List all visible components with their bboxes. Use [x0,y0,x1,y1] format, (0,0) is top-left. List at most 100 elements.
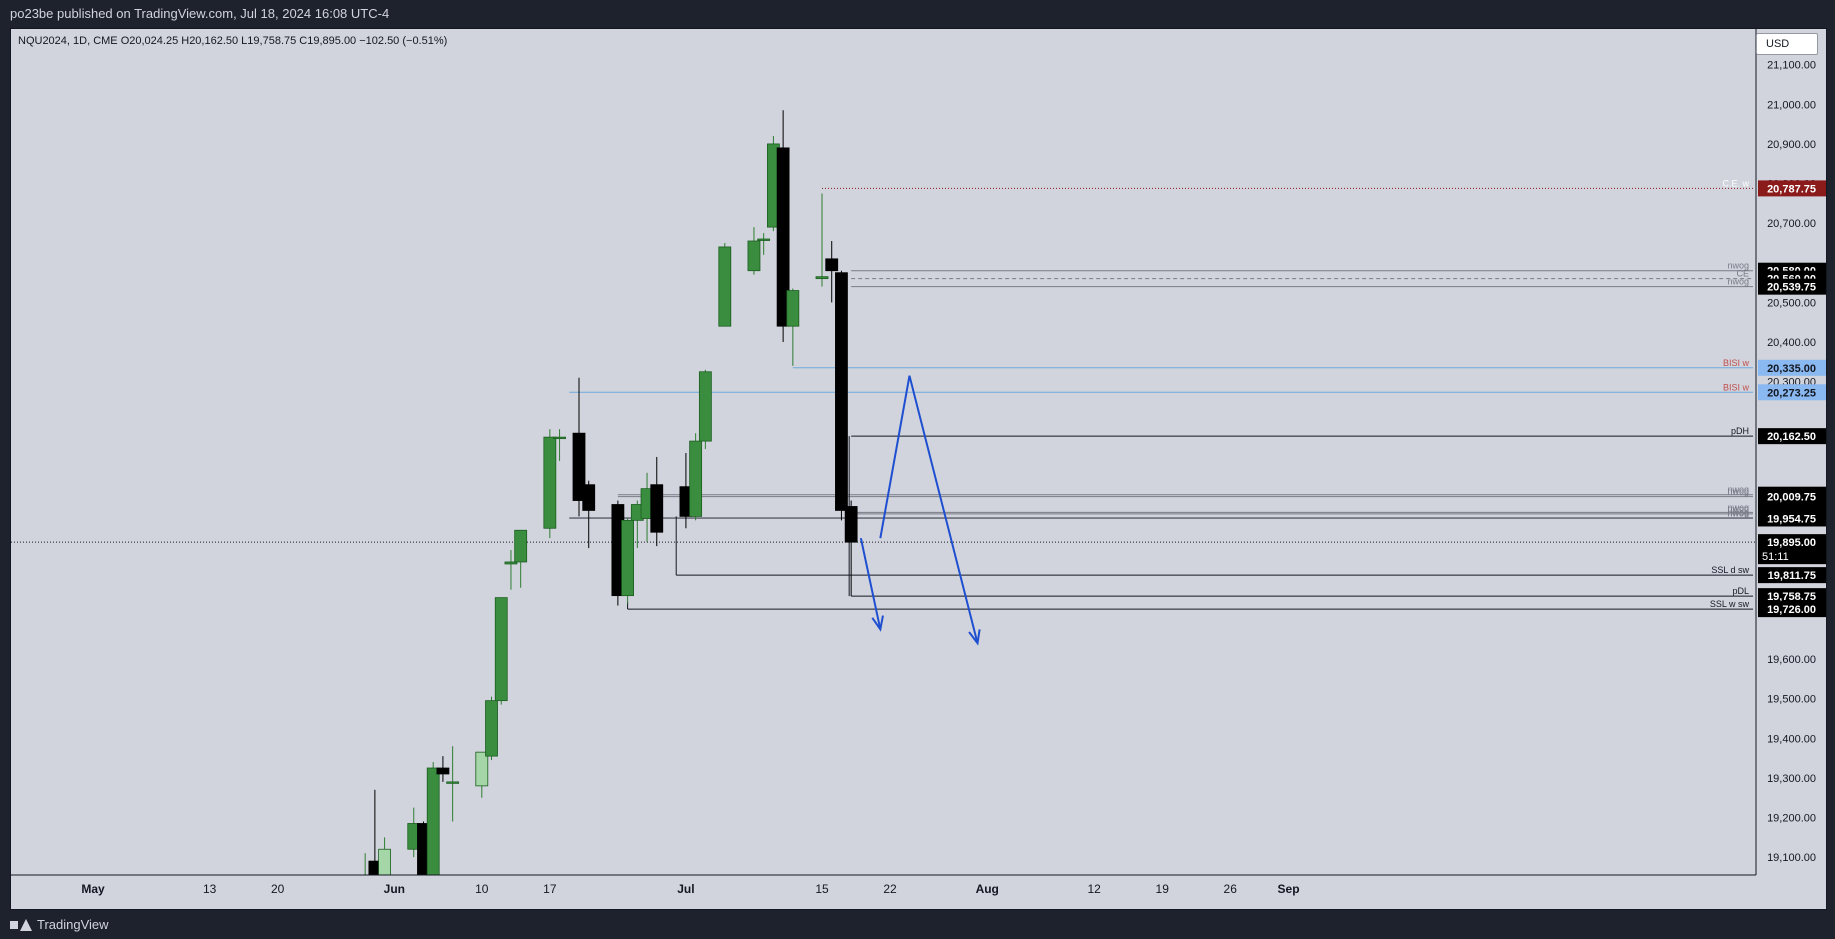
candle [514,529,528,588]
brand-name: TradingView [37,917,109,932]
level-label: nwog [1727,508,1749,518]
level-label: pDL [1732,586,1749,596]
price-badge [1758,180,1826,197]
candle [494,597,508,705]
time-tick-label: Jul [677,882,694,896]
candle [504,550,518,590]
level-label: nwog [1727,277,1749,287]
price-badge-label: 19,811.75 [1768,570,1816,582]
candle [825,240,839,303]
tradingview-logo-icon [10,918,32,931]
price-tick-label: 21,100.00 [1767,60,1816,72]
candle-body [582,484,596,511]
candle-body [825,258,839,272]
price-axis-layer: 21,100.0021,000.0020,900.0020,800.0020,7… [1755,29,1826,875]
level-label: CE [1736,269,1749,279]
candle [786,288,800,366]
candle [543,429,557,539]
candle-body [494,597,508,702]
candle [767,135,780,232]
price-tick-label: 20,900.00 [1767,139,1816,151]
candle [446,746,460,822]
candle-body [378,848,392,875]
price-badge [1758,428,1826,445]
projection-arrow [859,537,882,630]
level-label: SSL d sw [1711,565,1749,575]
level-label: nwog [1727,508,1749,518]
footer-bar: TradingView [0,910,1835,939]
candle [630,500,644,549]
price-badge-label: 19,758.75 [1767,591,1816,603]
candle [485,696,498,761]
time-tick-label: Aug [976,882,999,896]
price-badge [1758,359,1826,376]
time-tick-label: 15 [815,882,829,896]
level-label: nwog [1727,261,1749,271]
candle-body [621,519,634,597]
price-badge [1758,588,1826,605]
candle [621,518,634,604]
candle-body [553,436,566,440]
time-tick-label: 10 [475,882,489,896]
price-tick-label: 19,100.00 [1767,852,1816,864]
currency-button[interactable]: USD [1756,33,1818,55]
time-tick-label: 26 [1224,882,1238,896]
price-badge-label: 19,954.75 [1767,513,1816,525]
price-badge-label: 20,539.75 [1767,282,1816,294]
price-tick-label: 19,500.00 [1767,694,1816,706]
candle [815,193,829,287]
time-tick-label: Sep [1278,882,1300,896]
chart-frame[interactable] [10,28,1827,910]
candle-body [446,781,460,784]
time-tick-label: 22 [883,882,897,896]
price-badge-label: 20,009.75 [1767,492,1816,504]
time-tick-label: 19 [1156,882,1170,896]
price-badge [1758,384,1826,401]
level-label: BISI w [1723,382,1750,392]
projection-arrow [879,375,979,644]
price-tick-label: 19,400.00 [1767,733,1816,745]
candle [426,762,440,875]
last-price-badge [1758,534,1826,565]
candle [364,853,366,875]
level-label: SSL w sw [1710,599,1750,609]
candle [417,821,430,875]
candle-body [426,767,440,875]
price-badge-label: 20,787.75 [1767,183,1816,195]
candles-layer [364,110,858,875]
candle [378,837,392,875]
candle-body [436,767,450,775]
price-badge [1758,567,1826,584]
candle-body [786,290,800,327]
projection-arrowhead [871,615,884,632]
candle [679,452,693,529]
candle-body [718,246,732,327]
candle [718,242,732,327]
price-badge-label: 20,335.00 [1767,363,1816,375]
candle [650,456,664,547]
candle [553,429,566,461]
candle-body [572,432,586,501]
price-tick-label: 19,600.00 [1767,654,1816,666]
level-label: nwog [1727,504,1749,514]
time-tick-label: Jun [384,882,405,896]
price-tick-label: 21,000.00 [1767,99,1816,111]
projection-arrows-layer [859,375,981,646]
level-label: pDH [1731,426,1749,436]
level-label: C.E. w [1722,178,1749,188]
candle [572,377,586,517]
symbol-legend: NQU2024, 1D, CME O20,024.25 H20,162.50 L… [18,35,448,47]
candle [757,233,771,255]
candle [844,500,858,597]
countdown-label: 51:11 [1762,551,1789,563]
tradingview-logo[interactable]: TradingView [10,910,109,939]
time-tick-label: May [81,882,105,896]
time-tick-label: 12 [1087,882,1101,896]
candle-body [776,147,790,327]
candle-body [844,506,858,543]
price-badge-label: 20,162.50 [1767,431,1816,443]
candle [747,227,761,275]
candle-body [747,240,761,272]
